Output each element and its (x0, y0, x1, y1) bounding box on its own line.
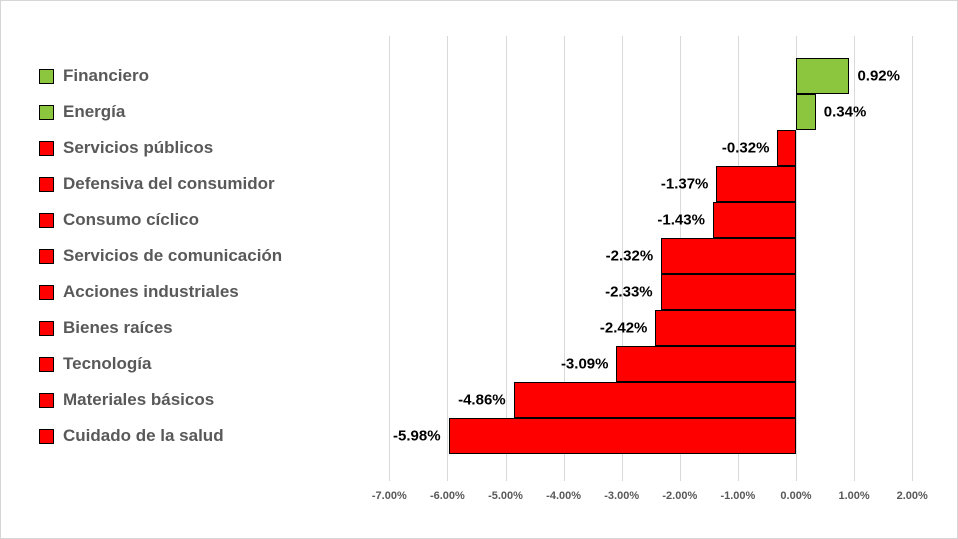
x-tick-label: 1.00% (838, 490, 870, 502)
gridline (447, 36, 449, 481)
x-tick-label: -5.00% (488, 490, 523, 502)
bar-negative (513, 382, 796, 418)
category-label: Materiales básicos (39, 390, 214, 410)
category-label: Tecnología (39, 354, 151, 374)
category-label-text: Financiero (63, 66, 149, 85)
value-label: -2.32% (605, 247, 654, 265)
bar-negative (660, 274, 796, 310)
category-label: Servicios de comunicación (39, 246, 282, 266)
value-label: -2.42% (599, 319, 648, 337)
bar-negative (712, 202, 796, 238)
value-label: 0.34% (823, 103, 867, 121)
bar-positive (796, 94, 816, 130)
value-label: -2.33% (605, 283, 653, 301)
value-label: -4.86% (458, 391, 506, 409)
category-label-text: Consumo cíclico (63, 210, 200, 229)
category-marker-icon (39, 104, 54, 120)
category-label: Financiero (39, 66, 149, 86)
x-tick-label: -4.00% (546, 490, 582, 502)
bar-negative (655, 310, 796, 346)
category-marker-icon (39, 392, 54, 408)
bar-negative (661, 238, 796, 274)
category-label-text: Cuidado de la salud (63, 426, 224, 445)
gridline (505, 36, 507, 481)
value-label: -1.43% (657, 211, 705, 229)
x-tick-label: -7.00% (371, 490, 407, 502)
category-label-text: Tecnología (63, 354, 152, 373)
category-marker-icon (39, 428, 54, 444)
category-label-text: Bienes raíces (63, 318, 173, 337)
x-tick-label: -2.00% (662, 490, 698, 502)
category-marker-icon (39, 212, 54, 228)
x-tick-label: 2.00% (896, 490, 928, 502)
category-marker-icon (39, 140, 54, 156)
gridline (621, 36, 623, 481)
value-label: -3.09% (560, 355, 609, 373)
value-label: -1.37% (660, 175, 709, 193)
value-label: 0.92% (857, 67, 900, 85)
category-label: Defensiva del consumidor (39, 174, 275, 194)
category-label: Acciones industriales (39, 282, 239, 302)
category-marker-icon (39, 356, 54, 372)
category-label-text: Servicios de comunicación (63, 246, 283, 265)
bar-negative (716, 166, 796, 202)
bar-negative (616, 346, 796, 382)
category-marker-icon (39, 284, 54, 300)
x-tick-label: -6.00% (429, 490, 465, 502)
category-marker-icon (39, 320, 54, 336)
category-marker-icon (39, 248, 54, 264)
category-label-text: Energía (63, 102, 126, 121)
category-label: Cuidado de la salud (39, 426, 224, 446)
gridline (854, 36, 856, 481)
gridline (389, 36, 391, 481)
bar-positive (796, 58, 850, 94)
category-label-text: Servicios públicos (63, 138, 214, 157)
bar-negative (777, 130, 796, 166)
category-label-text: Materiales básicos (63, 390, 215, 409)
category-label: Bienes raíces (39, 318, 173, 338)
gridline (912, 36, 914, 481)
category-marker-icon (39, 68, 54, 84)
value-label: -5.98% (393, 427, 441, 445)
category-label-text: Defensiva del consumidor (63, 174, 275, 193)
bar-negative (448, 418, 796, 454)
x-tick-label: -3.00% (604, 490, 640, 502)
x-tick-label: 0.00% (780, 490, 812, 502)
value-label: -0.32% (721, 139, 770, 157)
category-label: Servicios públicos (39, 138, 213, 158)
category-label-text: Acciones industriales (63, 282, 239, 301)
category-label: Consumo cíclico (39, 210, 199, 230)
gridline (563, 36, 565, 481)
x-tick-label: -1.00% (720, 490, 756, 502)
gridline (796, 36, 797, 481)
category-marker-icon (39, 176, 54, 192)
category-label: Energía (39, 102, 125, 122)
